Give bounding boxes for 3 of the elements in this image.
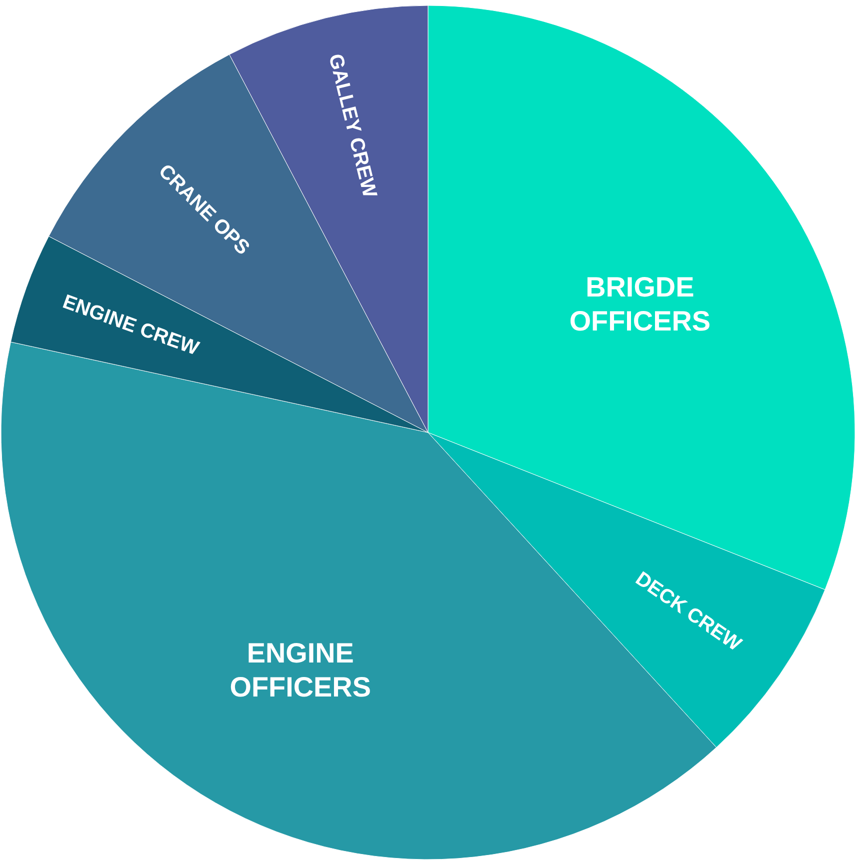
slice-label: ENGINE OFFICERS <box>230 638 371 703</box>
slice-label: GALLEY CREW <box>324 52 381 200</box>
slice-label: BRIGDE OFFICERS <box>569 271 710 336</box>
